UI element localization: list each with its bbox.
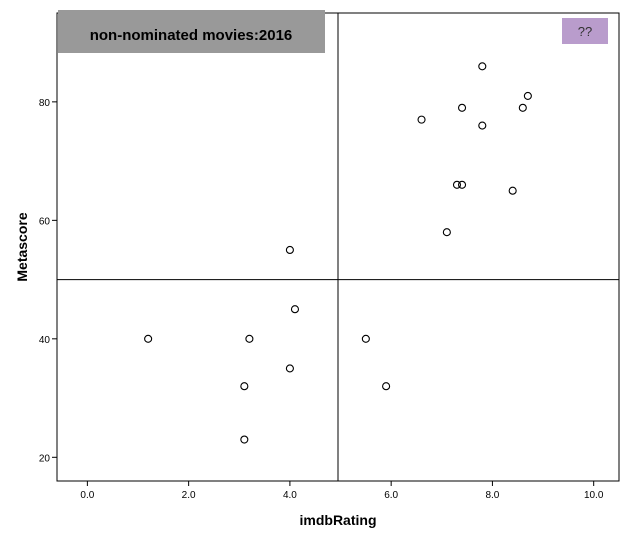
data-point — [285, 364, 294, 373]
data-point — [290, 305, 300, 314]
y-tick-label: 80 — [39, 98, 51, 109]
data-point — [240, 435, 249, 444]
data-points — [144, 62, 532, 444]
data-point — [442, 228, 451, 237]
data-point — [245, 334, 254, 343]
data-point — [361, 334, 370, 343]
data-point — [457, 103, 467, 112]
x-tick-label: 8.0 — [485, 490, 499, 501]
x-tick-label: 2.0 — [182, 490, 196, 501]
data-point — [382, 382, 391, 391]
data-point — [417, 115, 426, 124]
data-point — [478, 121, 487, 130]
y-tick-label: 40 — [39, 335, 51, 346]
data-point — [285, 245, 294, 255]
data-point — [508, 186, 517, 195]
data-point — [452, 180, 462, 189]
data-point — [478, 62, 487, 71]
x-axis: 0.0 2.0 4.0 6.0 8.0 10.0 — [80, 481, 604, 501]
y-axis-title: Metascore — [14, 212, 30, 281]
x-tick-label: 10.0 — [584, 490, 604, 501]
legend-swatch — [562, 18, 608, 44]
x-axis-title: imdbRating — [300, 512, 377, 528]
data-point — [523, 91, 532, 100]
title-box — [58, 10, 325, 53]
legend-label: ?? — [578, 24, 592, 39]
data-point — [518, 103, 527, 112]
x-tick-label: 0.0 — [80, 490, 94, 501]
chart-title: non-nominated movies:2016 — [90, 27, 293, 44]
data-point — [144, 334, 153, 343]
x-tick-label: 4.0 — [283, 490, 297, 501]
y-tick-label: 60 — [39, 216, 51, 227]
data-point — [457, 180, 467, 189]
y-axis: 20 40 60 80 — [39, 98, 57, 464]
x-tick-label: 6.0 — [384, 490, 398, 501]
data-point — [240, 382, 249, 391]
y-tick-label: 20 — [39, 453, 51, 464]
